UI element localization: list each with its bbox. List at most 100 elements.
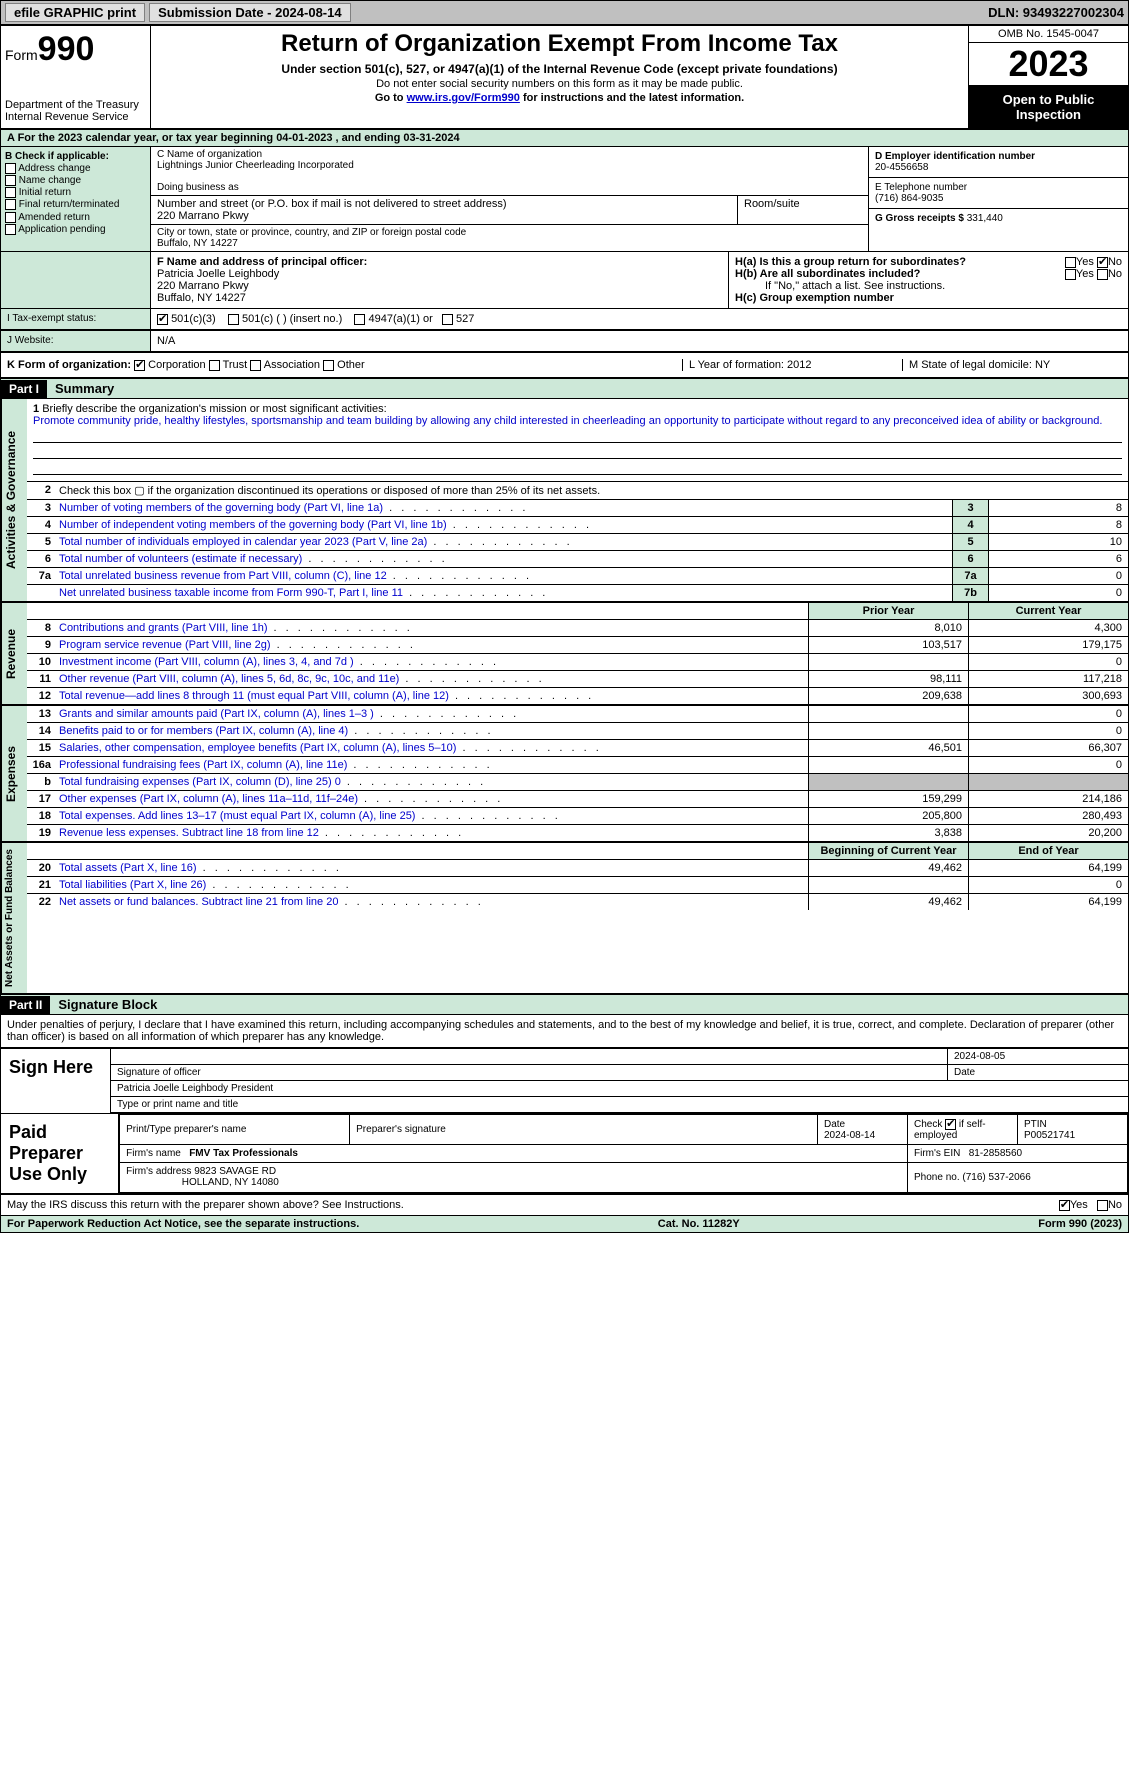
footer-form: Form 990 (2023): [1038, 1218, 1122, 1230]
governance-line: 6Total number of volunteers (estimate if…: [27, 551, 1128, 568]
dln-label: DLN: 93493227002304: [988, 5, 1124, 20]
data-line: 10Investment income (Part VIII, column (…: [27, 654, 1128, 671]
sign-here-block: Sign Here 2024-08-05 Signature of office…: [1, 1049, 1128, 1114]
check-name-change[interactable]: Name change: [5, 175, 146, 186]
k-row: K Form of organization: Corporation Trus…: [1, 353, 1128, 379]
officer-signed-name: Patricia Joelle Leighbody President: [111, 1081, 1128, 1096]
ein-value: 20-4556658: [875, 162, 928, 173]
irs-link[interactable]: www.irs.gov/Form990: [407, 92, 520, 104]
paid-label: Paid Preparer Use Only: [1, 1114, 119, 1193]
date-label: Date: [948, 1065, 1128, 1080]
officer-name: Patricia Joelle Leighbody: [157, 268, 279, 280]
page-footer: For Paperwork Reduction Act Notice, see …: [1, 1216, 1128, 1232]
sig-officer-label: Signature of officer: [111, 1065, 948, 1080]
data-line: bTotal fundraising expenses (Part IX, co…: [27, 774, 1128, 791]
vlabel-netassets: Net Assets or Fund Balances: [1, 843, 27, 993]
ssn-note: Do not enter social security numbers on …: [159, 78, 960, 90]
data-line: 22Net assets or fund balances. Subtract …: [27, 894, 1128, 910]
part1-header: Part I Summary: [1, 379, 1128, 399]
data-line: 11Other revenue (Part VIII, column (A), …: [27, 671, 1128, 688]
expenses-section: Expenses 13Grants and similar amounts pa…: [1, 706, 1128, 843]
org-name-label: C Name of organization: [157, 149, 862, 160]
room-label: Room/suite: [744, 198, 862, 210]
netassets-section: Net Assets or Fund Balances Beginning of…: [1, 843, 1128, 995]
footer-left: For Paperwork Reduction Act Notice, see …: [7, 1218, 359, 1230]
data-line: 15Salaries, other compensation, employee…: [27, 740, 1128, 757]
section-b: B Check if applicable: Address change Na…: [1, 147, 151, 251]
officer-block: F Name and address of principal officer:…: [1, 252, 1128, 309]
mission-prompt: Briefly describe the organization's miss…: [42, 403, 386, 415]
part2-label: Part II: [1, 996, 50, 1014]
governance-line: Net unrelated business taxable income fr…: [27, 585, 1128, 601]
firm-phone: (716) 537-2066: [962, 1172, 1030, 1183]
dept-label: Department of the Treasury Internal Reve…: [5, 99, 146, 123]
data-line: 12Total revenue—add lines 8 through 11 (…: [27, 688, 1128, 704]
org-name: Lightnings Junior Cheerleading Incorpora…: [157, 160, 862, 171]
begin-year-header: Beginning of Current Year: [808, 843, 968, 859]
part2-title: Signature Block: [50, 995, 165, 1014]
j-label: J Website:: [1, 331, 151, 351]
data-line: 13Grants and similar amounts paid (Part …: [27, 706, 1128, 723]
officer-addr1: 220 Marrano Pkwy: [157, 280, 249, 292]
j-value: N/A: [151, 331, 1128, 351]
check-application-pending[interactable]: Application pending: [5, 224, 146, 235]
form-word: Form: [5, 47, 38, 63]
prep-sig-label: Preparer's signature: [350, 1115, 818, 1145]
discuss-row: May the IRS discuss this return with the…: [1, 1195, 1128, 1216]
vlabel-expenses: Expenses: [1, 706, 27, 841]
form-990-number: 990: [38, 30, 95, 68]
identity-block: B Check if applicable: Address change Na…: [1, 147, 1128, 252]
hb-note: If "No," attach a list. See instructions…: [735, 280, 1122, 292]
city-label: City or town, state or province, country…: [157, 227, 862, 238]
preparer-table: Print/Type preparer's name Preparer's si…: [119, 1114, 1128, 1193]
check-final-return[interactable]: Final return/terminated: [5, 199, 146, 210]
efile-button[interactable]: efile GRAPHIC print: [5, 3, 145, 22]
governance-line: 5Total number of individuals employed in…: [27, 534, 1128, 551]
revenue-section: Revenue Prior Year Current Year 8Contrib…: [1, 603, 1128, 706]
hb-label: H(b) Are all subordinates included?: [735, 268, 920, 280]
section-c: C Name of organization Lightnings Junior…: [151, 147, 868, 251]
vlabel-governance: Activities & Governance: [1, 399, 27, 601]
check-amended[interactable]: Amended return: [5, 212, 146, 223]
i-label: I Tax-exempt status:: [1, 309, 151, 329]
prior-year-header: Prior Year: [808, 603, 968, 619]
section-b-header: B Check if applicable:: [5, 151, 146, 162]
sig-date: 2024-08-05: [948, 1049, 1128, 1064]
gross-label: G Gross receipts $: [875, 213, 964, 224]
k-label: K Form of organization:: [7, 359, 131, 371]
data-line: 8Contributions and grants (Part VIII, li…: [27, 620, 1128, 637]
ptin-value: P00521741: [1024, 1130, 1075, 1141]
tax-year: 2023: [969, 43, 1128, 86]
prep-date: 2024-08-14: [824, 1130, 875, 1141]
submission-date-button[interactable]: Submission Date - 2024-08-14: [149, 3, 351, 22]
governance-line: 7aTotal unrelated business revenue from …: [27, 568, 1128, 585]
header-middle: Return of Organization Exempt From Incom…: [151, 26, 968, 128]
l-year: L Year of formation: 2012: [682, 359, 902, 371]
check-address-change[interactable]: Address change: [5, 163, 146, 174]
governance-line: 3Number of voting members of the governi…: [27, 500, 1128, 517]
city-value: Buffalo, NY 14227: [157, 238, 862, 249]
data-line: 16aProfessional fundraising fees (Part I…: [27, 757, 1128, 774]
declaration-text: Under penalties of perjury, I declare th…: [1, 1015, 1128, 1049]
check-initial-return[interactable]: Initial return: [5, 187, 146, 198]
form-subtitle: Under section 501(c), 527, or 4947(a)(1)…: [159, 62, 960, 76]
governance-section: Activities & Governance 1 Briefly descri…: [1, 399, 1128, 603]
type-print-label: Type or print name and title: [111, 1097, 1128, 1112]
end-year-header: End of Year: [968, 843, 1128, 859]
street-label: Number and street (or P.O. box if mail i…: [157, 198, 731, 210]
vlabel-revenue: Revenue: [1, 603, 27, 704]
section-h: H(a) Is this a group return for subordin…: [728, 252, 1128, 308]
header-left: Form990 Department of the Treasury Inter…: [1, 26, 151, 128]
officer-addr2: Buffalo, NY 14227: [157, 292, 246, 304]
form-title: Return of Organization Exempt From Incom…: [159, 30, 960, 58]
form-header: Form990 Department of the Treasury Inter…: [1, 26, 1128, 130]
mission-num: 1: [33, 403, 39, 415]
form-number: Form990: [5, 30, 146, 69]
data-line: 14Benefits paid to or for members (Part …: [27, 723, 1128, 740]
part2-header: Part II Signature Block: [1, 995, 1128, 1015]
data-line: 9Program service revenue (Part VIII, lin…: [27, 637, 1128, 654]
phone-label: E Telephone number: [875, 182, 1122, 193]
omb-number: OMB No. 1545-0047: [969, 26, 1128, 43]
ha-label: H(a) Is this a group return for subordin…: [735, 256, 966, 268]
website-row: J Website: N/A: [1, 331, 1128, 353]
